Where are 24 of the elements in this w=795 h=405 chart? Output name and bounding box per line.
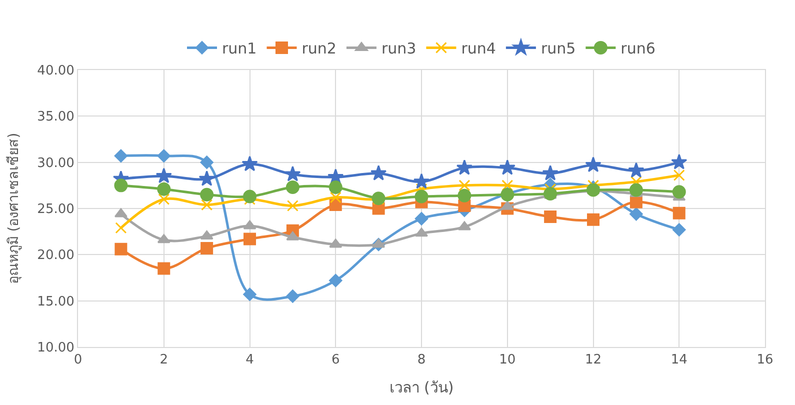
y-axis-title: อุณหภูมิ (องศาเซลเซียส) — [6, 132, 22, 284]
y-tick-label: 25.00 — [37, 202, 74, 218]
x-tick-label: 6 — [331, 352, 340, 368]
x-tick-label: 12 — [584, 352, 602, 368]
legend-label: run2 — [302, 40, 336, 58]
x-tick-label: 14 — [670, 352, 688, 368]
legend-label: run4 — [461, 40, 496, 58]
x-tick-label: 4 — [246, 352, 254, 368]
y-tick-label: 20.00 — [37, 248, 74, 264]
y-tick-label: 40.00 — [37, 64, 74, 79]
x-tick-label: 16 — [756, 352, 774, 368]
legend-label: run6 — [620, 40, 656, 58]
legend-label: run5 — [540, 40, 576, 58]
y-tick-label: 10.00 — [37, 340, 74, 356]
legend-label: run3 — [381, 40, 416, 58]
y-tick-label: 30.00 — [37, 156, 74, 171]
x-tick-label: 2 — [160, 352, 168, 368]
x-tick-label: 8 — [417, 352, 426, 368]
x-axis-title: เวลา (วัน) — [389, 378, 454, 397]
y-tick-label: 35.00 — [37, 110, 74, 125]
legend-label: run1 — [222, 40, 257, 58]
x-tick-label: 0 — [74, 352, 82, 368]
y-tick-label: 15.00 — [37, 294, 74, 310]
x-tick-label: 10 — [499, 352, 516, 368]
